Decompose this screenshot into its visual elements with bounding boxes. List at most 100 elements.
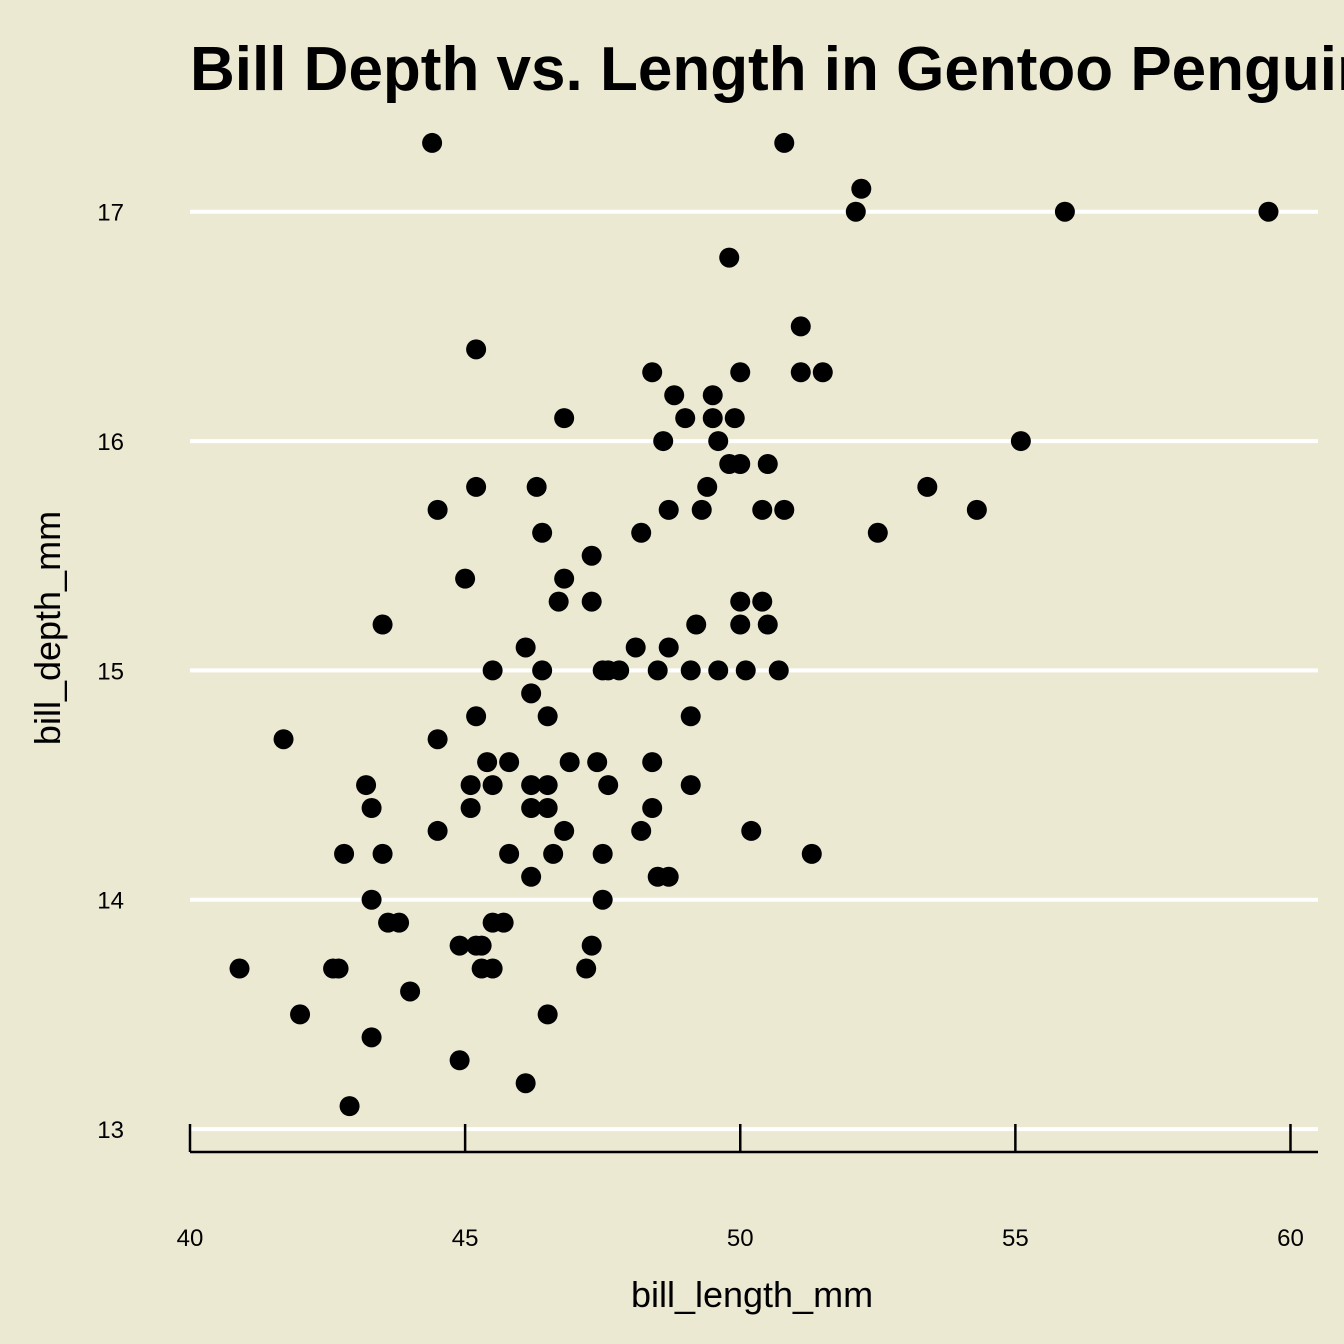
x-tick-label-45: 45 (452, 1225, 479, 1252)
y-tick-label-16: 16 (97, 429, 124, 456)
data-point-44 (752, 591, 773, 612)
x-tick-label-40: 40 (177, 1225, 204, 1252)
data-point-97 (658, 866, 679, 887)
data-point-74 (460, 775, 481, 796)
data-point-115 (290, 1004, 311, 1025)
data-point-26 (526, 476, 547, 497)
y-axis: 13 14 15 16 17 (97, 200, 124, 1144)
data-point-88 (741, 820, 762, 841)
data-point-35 (532, 522, 553, 543)
data-point-110 (328, 958, 349, 979)
data-point-80 (361, 798, 382, 818)
data-point-18 (724, 408, 745, 429)
data-point-24 (757, 454, 778, 474)
data-point-64 (537, 706, 558, 727)
data-point-47 (730, 614, 751, 635)
data-point-70 (559, 752, 580, 773)
data-point-62 (521, 683, 542, 704)
data-point-114 (400, 981, 421, 1002)
data-point-28 (917, 476, 938, 497)
data-point-34 (966, 499, 987, 520)
data-point-75 (482, 775, 503, 796)
data-point-6 (719, 247, 740, 268)
data-point-56 (609, 660, 630, 681)
data-point-59 (708, 660, 729, 681)
y-axis-label: bill_depth_mm (27, 511, 68, 745)
data-point-8 (466, 339, 487, 360)
data-point-10 (730, 362, 751, 383)
data-point-116 (537, 1004, 558, 1025)
data-point-17 (702, 408, 723, 429)
data-point-90 (372, 843, 393, 864)
data-point-61 (768, 660, 789, 681)
data-point-12 (812, 362, 833, 383)
data-point-94 (801, 843, 822, 864)
data-point-39 (455, 568, 476, 589)
data-point-33 (774, 499, 795, 520)
data-point-13 (664, 385, 685, 406)
data-point-31 (691, 499, 712, 520)
data-point-118 (449, 1050, 470, 1071)
data-point-36 (631, 522, 652, 543)
data-point-27 (697, 476, 718, 497)
data-point-19 (653, 431, 674, 452)
y-tick-label-14: 14 (97, 888, 124, 915)
data-point-48 (757, 614, 778, 635)
y-tick-label-13: 13 (97, 1117, 124, 1144)
data-point-104 (449, 935, 470, 956)
data-point-49 (515, 637, 536, 658)
data-point-46 (686, 614, 707, 635)
data-point-58 (680, 660, 701, 681)
data-point-37 (867, 522, 888, 543)
x-axis: 40 45 50 55 60 (177, 1124, 1318, 1252)
data-point-119 (515, 1073, 536, 1094)
data-point-1 (774, 132, 795, 153)
data-point-40 (554, 568, 575, 589)
data-point-91 (499, 843, 520, 864)
data-point-84 (642, 798, 663, 818)
data-point-68 (477, 752, 498, 773)
data-point-60 (735, 660, 756, 681)
data-point-63 (466, 706, 487, 727)
data-point-15 (554, 408, 575, 429)
data-point-50 (625, 637, 646, 658)
data-point-69 (499, 752, 520, 773)
data-point-79 (680, 775, 701, 796)
data-point-117 (361, 1027, 382, 1048)
data-point-93 (592, 843, 613, 864)
y-tick-label-17: 17 (97, 200, 124, 227)
x-tick-label-60: 60 (1277, 1225, 1304, 1252)
data-point-78 (598, 775, 619, 796)
data-point-25 (466, 476, 487, 497)
data-point-108 (229, 958, 250, 979)
data-point-71 (587, 752, 608, 773)
data-point-4 (1054, 201, 1075, 222)
data-point-77 (537, 775, 558, 796)
x-tick-label-50: 50 (727, 1225, 754, 1252)
data-point-89 (334, 843, 355, 864)
data-point-101 (389, 912, 410, 933)
data-point-0 (422, 132, 443, 153)
data-point-23 (730, 454, 751, 474)
data-point-99 (592, 889, 613, 910)
data-point-72 (642, 752, 663, 773)
data-point-113 (576, 958, 597, 979)
data-point-85 (427, 820, 448, 841)
data-point-3 (845, 201, 866, 222)
data-point-73 (356, 775, 377, 796)
data-point-51 (658, 637, 679, 658)
data-point-41 (548, 591, 569, 612)
data-point-107 (581, 935, 602, 956)
data-point-87 (631, 820, 652, 841)
data-point-5 (1258, 201, 1279, 222)
data-point-38 (581, 545, 602, 566)
data-point-95 (521, 866, 542, 887)
data-point-32 (752, 499, 773, 520)
data-point-66 (273, 729, 294, 750)
data-point-29 (427, 499, 448, 520)
data-point-98 (361, 889, 382, 910)
data-point-106 (471, 935, 492, 956)
data-points (229, 132, 1279, 1117)
data-point-81 (460, 798, 481, 818)
